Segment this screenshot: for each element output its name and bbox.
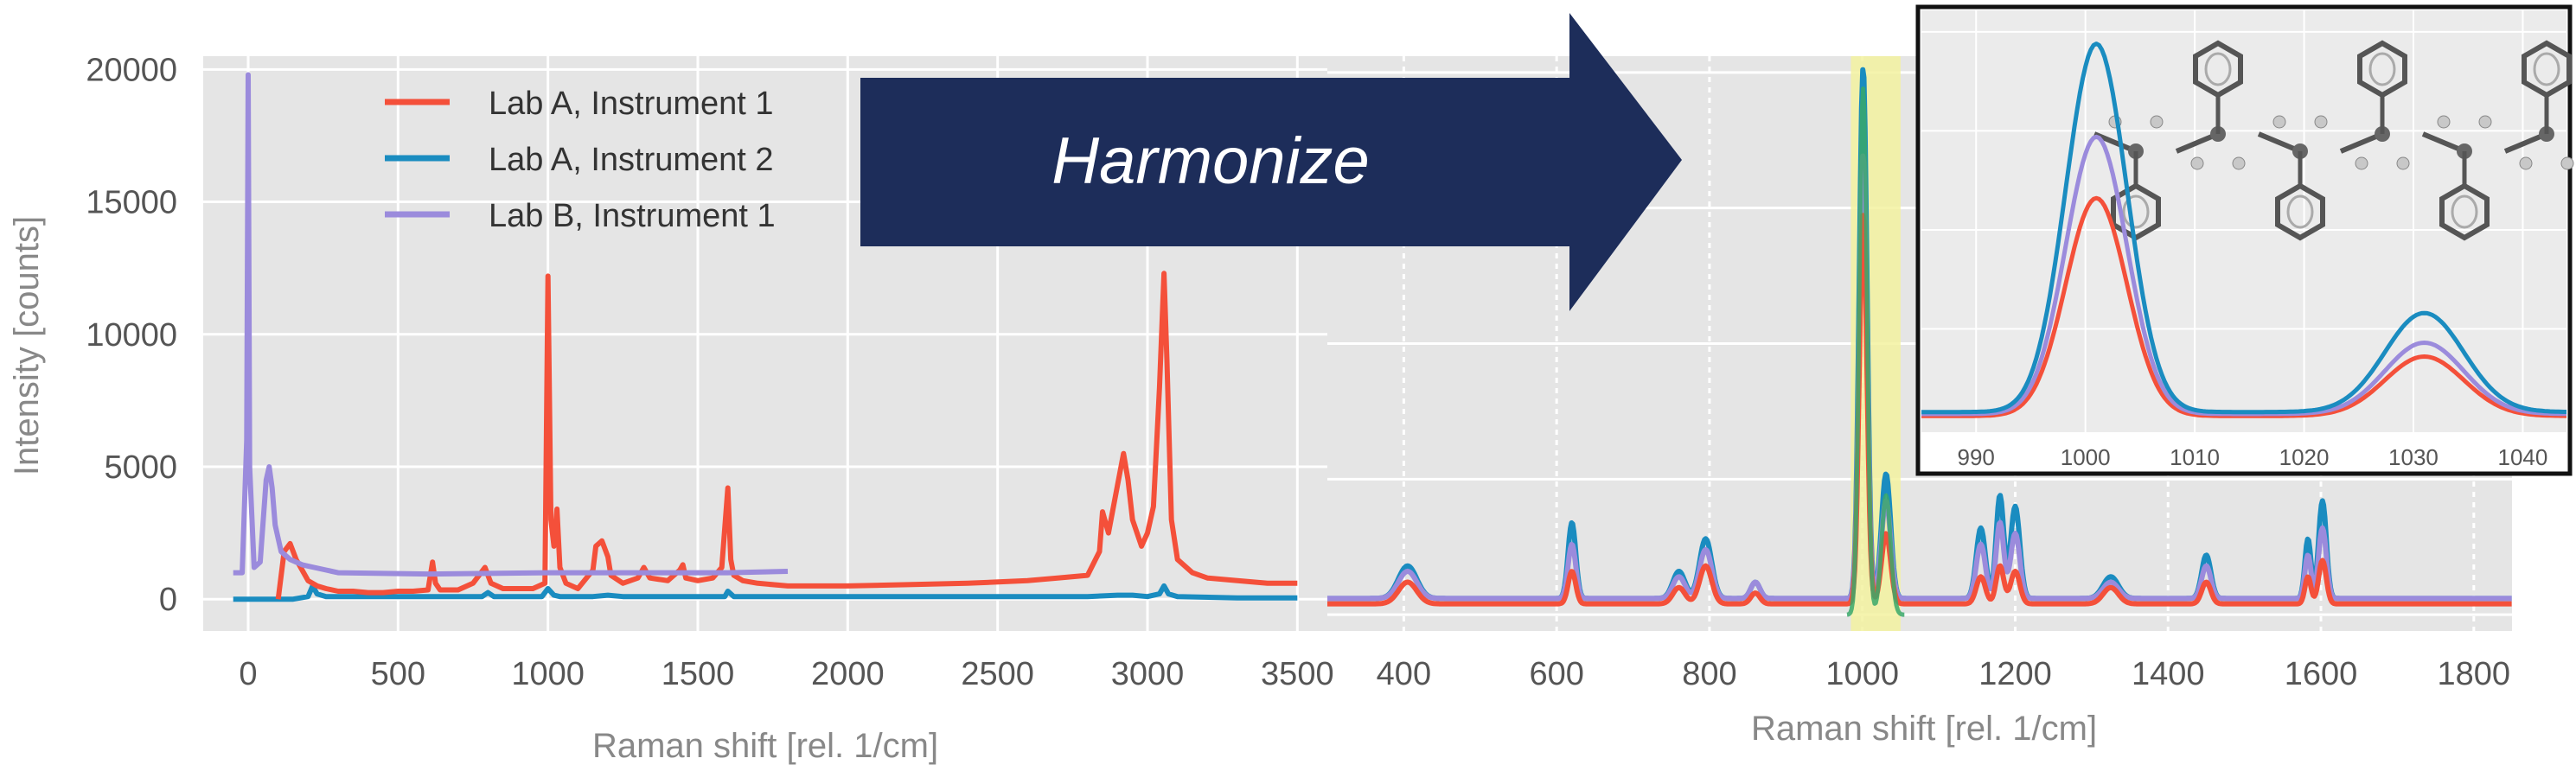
raw-series-lines bbox=[233, 72, 1298, 602]
inset-x-tick-label: 1030 bbox=[2388, 444, 2439, 470]
inset-x-tick-label: 1010 bbox=[2170, 444, 2220, 470]
inset-plot-area bbox=[1921, 10, 2566, 432]
inset-x-tick-label: 990 bbox=[1958, 444, 1995, 470]
harmonized-x-tick-label: 1600 bbox=[2285, 656, 2358, 692]
inset-x-tick-label: 1040 bbox=[2498, 444, 2548, 470]
harmonized-series-lab-a-instrument-1 bbox=[1326, 213, 2514, 607]
molecule-ring-center bbox=[2533, 52, 2560, 86]
harmonized-series-overlap bbox=[1845, 86, 1906, 617]
raw-x-tick-label: 3000 bbox=[1111, 656, 1185, 692]
inset-zoom-chart: 990 1000 1010 1020 1030 1040 bbox=[1915, 4, 2574, 476]
molecule-hydrogen bbox=[2519, 156, 2533, 170]
raw-y-tick-labels: 0 5000 10000 15000 20000 bbox=[86, 52, 177, 618]
molecule-hydrogen bbox=[2478, 115, 2492, 129]
molecule-phenyl-ring bbox=[2522, 40, 2572, 99]
raw-y-tick-label: 10000 bbox=[86, 317, 177, 354]
molecule-hydrogen bbox=[2314, 115, 2328, 129]
molecule-phenyl-ring bbox=[2357, 40, 2407, 99]
raw-y-tick-label: 5000 bbox=[104, 449, 177, 486]
harmonized-x-tick-label: 800 bbox=[1682, 656, 1736, 692]
right-arrow-icon bbox=[860, 13, 1682, 311]
molecule-ring-center bbox=[2204, 52, 2232, 86]
raw-series-lab-b-instrument-1 bbox=[233, 72, 789, 577]
raw-y-axis-label: Intensity [counts] bbox=[8, 216, 46, 475]
raw-y-tick-label: 20000 bbox=[86, 52, 177, 88]
molecule-ring-center bbox=[2368, 52, 2396, 86]
molecule-hydrogen bbox=[2150, 115, 2164, 129]
molecule-hydrogen bbox=[2437, 115, 2451, 129]
raw-x-tick-label: 2000 bbox=[811, 656, 885, 692]
molecule-phenyl-ring bbox=[2275, 182, 2325, 241]
raw-x-axis-label: Raman shift [rel. 1/cm] bbox=[592, 727, 938, 765]
raw-x-tick-label: 0 bbox=[239, 656, 257, 692]
inset-series-lab-a-instrument-2 bbox=[1921, 41, 2566, 415]
harmonized-series-lines bbox=[1326, 67, 2514, 617]
harmonized-x-tick-label: 1200 bbox=[1978, 656, 2052, 692]
harmonize-label: Harmonize bbox=[1051, 124, 1369, 198]
molecule-hydrogen bbox=[2355, 156, 2368, 170]
raw-y-tick-label: 0 bbox=[159, 582, 177, 618]
molecule-ring-center bbox=[2122, 194, 2150, 229]
raw-x-tick-labels: 0 500 1000 1500 2000 2500 3000 3500 bbox=[239, 656, 1333, 692]
molecule-ring-center bbox=[2451, 194, 2478, 229]
legend-label-lab-b-instrument-1: Lab B, Instrument 1 bbox=[489, 198, 776, 234]
raw-x-tick-label: 500 bbox=[371, 656, 425, 692]
harmonized-x-tick-label: 1000 bbox=[1825, 656, 1899, 692]
legend-label-lab-a-instrument-1: Lab A, Instrument 1 bbox=[489, 86, 774, 122]
raw-x-tick-label: 1000 bbox=[511, 656, 585, 692]
molecule-hydrogen bbox=[2560, 156, 2574, 170]
harmonized-x-tick-label: 1800 bbox=[2438, 656, 2511, 692]
raw-x-tick-label: 1500 bbox=[662, 656, 735, 692]
inset-x-tick-label: 1020 bbox=[2279, 444, 2330, 470]
harmonized-series-lab-b-instrument-1 bbox=[1326, 153, 2514, 602]
harmonized-x-axis-label: Raman shift [rel. 1/cm] bbox=[1751, 710, 2097, 748]
molecule-ring-center bbox=[2286, 194, 2314, 229]
raw-series-lab-a-instrument-2 bbox=[233, 583, 1298, 602]
harmonized-x-tick-label: 1400 bbox=[2132, 656, 2205, 692]
inset-gridlines bbox=[1921, 10, 2566, 432]
harmonized-x-tick-label: 600 bbox=[1529, 656, 1583, 692]
raw-x-tick-label: 3500 bbox=[1261, 656, 1334, 692]
molecule-phenyl-ring bbox=[2193, 40, 2243, 99]
harmonize-arrow: Harmonize bbox=[860, 13, 1682, 311]
harmonized-x-tick-label: 400 bbox=[1377, 656, 1431, 692]
legend-label-lab-a-instrument-2: Lab A, Instrument 2 bbox=[489, 142, 774, 178]
molecule-hydrogen bbox=[2190, 156, 2204, 170]
raw-x-tick-label: 2500 bbox=[961, 656, 1034, 692]
molecule-hydrogen bbox=[2272, 115, 2286, 129]
inset-x-tick-label: 1000 bbox=[2061, 444, 2111, 470]
raw-y-tick-label: 15000 bbox=[86, 185, 177, 221]
inset-series-lines bbox=[1921, 41, 2567, 418]
raw-legend: Lab A, Instrument 1 Lab A, Instrument 2 … bbox=[385, 86, 776, 234]
molecule-phenyl-ring bbox=[2439, 182, 2490, 241]
molecule-hydrogen bbox=[2396, 156, 2410, 170]
inset-x-tick-labels: 990 1000 1010 1020 1030 1040 bbox=[1958, 444, 2548, 470]
harmonized-x-tick-labels: 400 600 800 1000 1200 1400 1600 1800 bbox=[1377, 656, 2510, 692]
molecule-hydrogen bbox=[2232, 156, 2246, 170]
